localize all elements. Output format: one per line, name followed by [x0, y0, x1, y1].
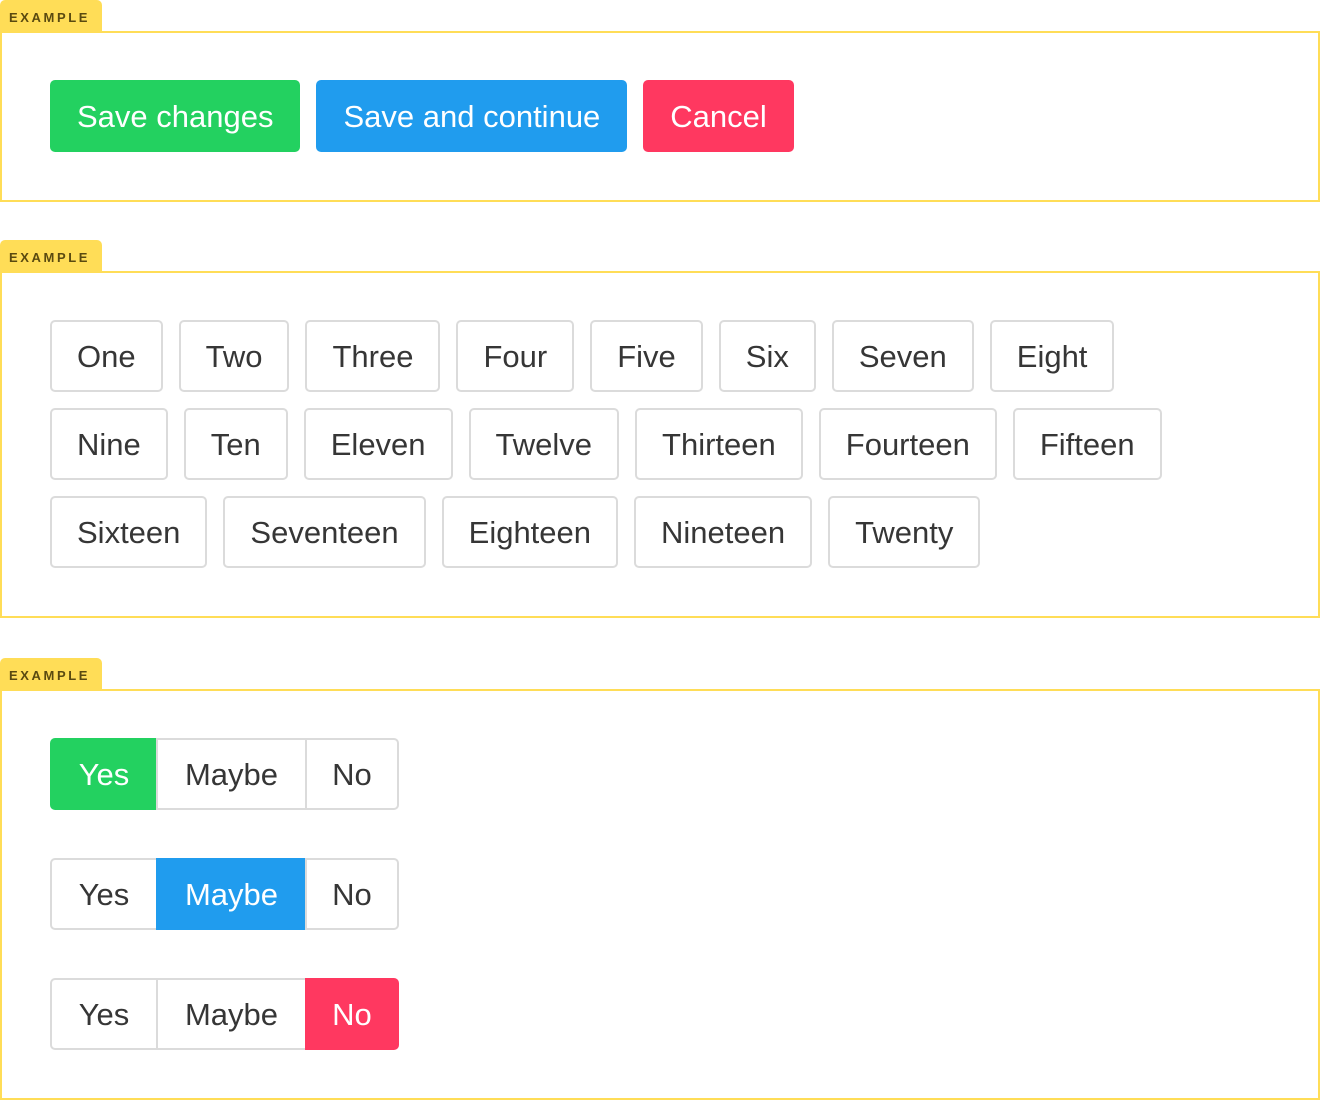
tag-button-nineteen[interactable]: Nineteen: [634, 496, 813, 568]
option-no[interactable]: No: [305, 858, 399, 930]
option-no[interactable]: No: [305, 738, 399, 810]
tag-button-seven[interactable]: Seven: [831, 320, 974, 392]
example-label: EXAMPLE: [0, 658, 102, 689]
example-label: EXAMPLE: [0, 240, 102, 271]
tag-button-eleven[interactable]: Eleven: [303, 408, 453, 480]
example-label: EXAMPLE: [0, 0, 102, 31]
tag-button-twelve[interactable]: Twelve: [468, 408, 620, 480]
tag-button-five[interactable]: Five: [590, 320, 703, 392]
tag-button-fifteen[interactable]: Fifteen: [1012, 408, 1162, 480]
tag-button-thirteen[interactable]: Thirteen: [635, 408, 803, 480]
save-and-continue-button[interactable]: Save and continue: [316, 80, 628, 152]
tag-button-eight[interactable]: Eight: [989, 320, 1115, 392]
segmented-control: Yes Maybe No: [50, 738, 1270, 810]
tag-button-one[interactable]: One: [50, 320, 163, 392]
tag-button-six[interactable]: Six: [718, 320, 816, 392]
option-yes[interactable]: Yes: [50, 858, 158, 930]
save-changes-button[interactable]: Save changes: [50, 80, 301, 152]
tag-button-seventeen[interactable]: Seventeen: [223, 496, 426, 568]
example-buttons: Save changes Save and continue Cancel: [0, 31, 1320, 202]
option-yes[interactable]: Yes: [50, 978, 158, 1050]
option-no[interactable]: No: [305, 978, 399, 1050]
option-maybe[interactable]: Maybe: [156, 858, 307, 930]
example-button-list: One Two Three Four Five Six Seven Eight Nine Ten E…: [0, 271, 1320, 618]
segmented-control: Yes Maybe No: [50, 858, 1270, 930]
tag-button-eighteen[interactable]: Eighteen: [441, 496, 619, 568]
tag-button-two[interactable]: Two: [178, 320, 290, 392]
tag-button-sixteen[interactable]: Sixteen: [50, 496, 208, 568]
tag-button-nine[interactable]: Nine: [50, 408, 168, 480]
option-maybe[interactable]: Maybe: [156, 978, 307, 1050]
example-segmented: Yes Maybe No Yes Maybe No Yes Maybe No: [0, 689, 1320, 1100]
option-yes[interactable]: Yes: [50, 738, 158, 810]
segmented-control: Yes Maybe No: [50, 978, 1270, 1050]
tag-button-three[interactable]: Three: [305, 320, 441, 392]
tag-button-twenty[interactable]: Twenty: [828, 496, 981, 568]
tag-button-four[interactable]: Four: [456, 320, 575, 392]
cancel-button[interactable]: Cancel: [643, 80, 794, 152]
tag-button-fourteen[interactable]: Fourteen: [818, 408, 997, 480]
option-maybe[interactable]: Maybe: [156, 738, 307, 810]
tag-button-ten[interactable]: Ten: [183, 408, 288, 480]
